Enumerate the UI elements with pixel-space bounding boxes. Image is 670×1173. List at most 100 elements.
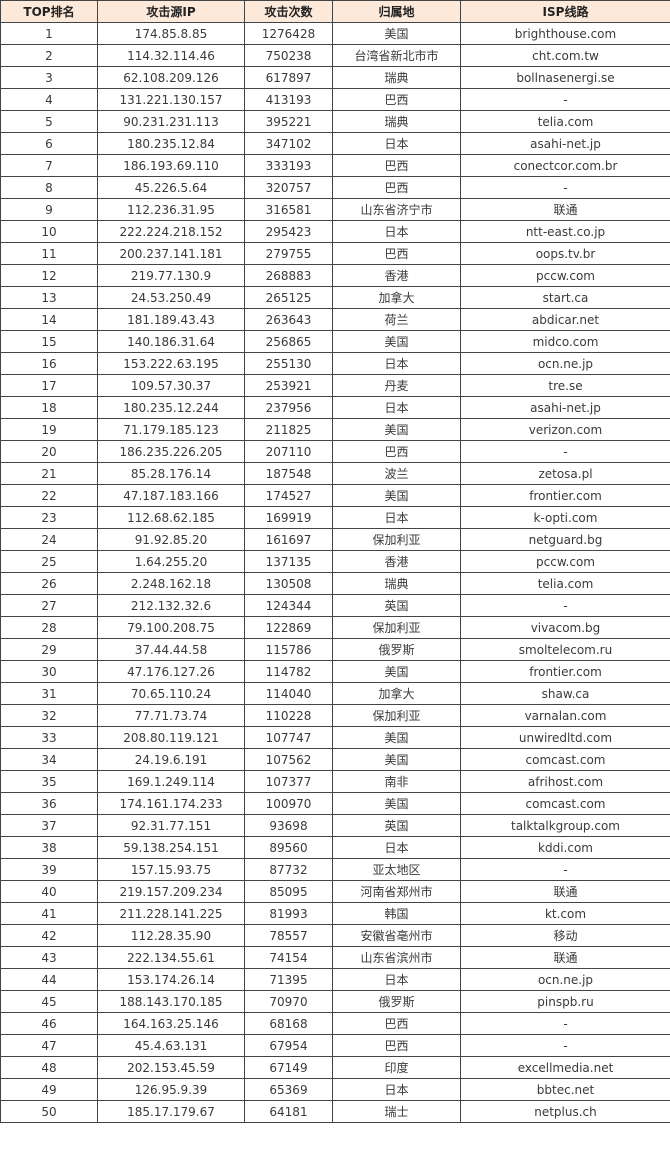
count-cell: 81993	[244, 902, 333, 925]
rank-cell: 19	[0, 418, 98, 441]
ip-cell: 200.237.141.181	[97, 242, 245, 265]
rank-cell: 50	[0, 1100, 98, 1123]
isp-cell: pinspb.ru	[460, 990, 670, 1013]
attack-source-table: TOP排名 攻击源IP 攻击次数 归属地 ISP线路 1 174.85.8.85 1…	[0, 0, 670, 1123]
isp-cell: oops.tv.br	[460, 242, 670, 265]
location-cell: 英国	[332, 594, 461, 617]
ip-cell: 219.157.209.234	[97, 880, 245, 903]
count-cell: 67954	[244, 1034, 333, 1057]
table-row: 48 202.153.45.59 67149 印度 excellmedia.net	[0, 1056, 670, 1079]
location-cell: 台湾省新北市市	[332, 44, 461, 67]
rank-cell: 36	[0, 792, 98, 815]
location-cell: 韩国	[332, 902, 461, 925]
count-cell: 333193	[244, 154, 333, 177]
isp-cell: vivacom.bg	[460, 616, 670, 639]
table-row: 20 186.235.226.205 207110 巴西 -	[0, 440, 670, 463]
isp-cell: pccw.com	[460, 550, 670, 573]
isp-cell: 联通	[460, 198, 670, 221]
isp-cell: netplus.ch	[460, 1100, 670, 1123]
ip-cell: 153.174.26.14	[97, 968, 245, 991]
ip-cell: 90.231.231.113	[97, 110, 245, 133]
table-row: 49 126.95.9.39 65369 日本 bbtec.net	[0, 1078, 670, 1101]
ip-cell: 92.31.77.151	[97, 814, 245, 837]
ip-cell: 208.80.119.121	[97, 726, 245, 749]
count-cell: 207110	[244, 440, 333, 463]
location-cell: 巴西	[332, 1012, 461, 1035]
rank-cell: 35	[0, 770, 98, 793]
table-row: 30 47.176.127.26 114782 美国 frontier.com	[0, 660, 670, 683]
table-row: 18 180.235.12.244 237956 日本 asahi-net.jp	[0, 396, 670, 419]
rank-cell: 26	[0, 572, 98, 595]
count-cell: 107562	[244, 748, 333, 771]
count-cell: 115786	[244, 638, 333, 661]
rank-cell: 43	[0, 946, 98, 969]
count-cell: 347102	[244, 132, 333, 155]
table-row: 26 2.248.162.18 130508 瑞典 telia.com	[0, 572, 670, 595]
isp-cell: -	[460, 594, 670, 617]
isp-cell: comcast.com	[460, 748, 670, 771]
isp-cell: -	[460, 176, 670, 199]
isp-cell: smoltelecom.ru	[460, 638, 670, 661]
location-cell: 日本	[332, 968, 461, 991]
isp-cell: tre.se	[460, 374, 670, 397]
location-cell: 日本	[332, 396, 461, 419]
location-cell: 波兰	[332, 462, 461, 485]
count-cell: 279755	[244, 242, 333, 265]
count-cell: 124344	[244, 594, 333, 617]
table-row: 15 140.186.31.64 256865 美国 midco.com	[0, 330, 670, 353]
table-row: 11 200.237.141.181 279755 巴西 oops.tv.br	[0, 242, 670, 265]
ip-cell: 79.100.208.75	[97, 616, 245, 639]
ip-cell: 126.95.9.39	[97, 1078, 245, 1101]
ip-cell: 131.221.130.157	[97, 88, 245, 111]
ip-cell: 202.153.45.59	[97, 1056, 245, 1079]
ip-cell: 219.77.130.9	[97, 264, 245, 287]
location-cell: 日本	[332, 506, 461, 529]
location-cell: 美国	[332, 22, 461, 45]
rank-cell: 13	[0, 286, 98, 309]
ip-cell: 222.134.55.61	[97, 946, 245, 969]
rank-cell: 25	[0, 550, 98, 573]
table-row: 2 114.32.114.46 750238 台湾省新北市市 cht.com.tw	[0, 44, 670, 67]
isp-cell: excellmedia.net	[460, 1056, 670, 1079]
isp-cell: ocn.ne.jp	[460, 352, 670, 375]
rank-cell: 16	[0, 352, 98, 375]
isp-cell: abdicar.net	[460, 308, 670, 331]
ip-cell: 112.236.31.95	[97, 198, 245, 221]
rank-cell: 1	[0, 22, 98, 45]
count-cell: 110228	[244, 704, 333, 727]
isp-cell: 联通	[460, 880, 670, 903]
location-cell: 瑞典	[332, 572, 461, 595]
isp-cell: asahi-net.jp	[460, 132, 670, 155]
count-cell: 107377	[244, 770, 333, 793]
rank-cell: 45	[0, 990, 98, 1013]
ip-cell: 140.186.31.64	[97, 330, 245, 353]
ip-cell: 45.226.5.64	[97, 176, 245, 199]
location-cell: 巴西	[332, 176, 461, 199]
table-row: 22 47.187.183.166 174527 美国 frontier.com	[0, 484, 670, 507]
rank-cell: 23	[0, 506, 98, 529]
location-cell: 安徽省亳州市	[332, 924, 461, 947]
rank-cell: 15	[0, 330, 98, 353]
rank-cell: 47	[0, 1034, 98, 1057]
ip-cell: 185.17.179.67	[97, 1100, 245, 1123]
rank-cell: 37	[0, 814, 98, 837]
location-cell: 美国	[332, 748, 461, 771]
location-cell: 山东省济宁市	[332, 198, 461, 221]
isp-cell: -	[460, 1012, 670, 1035]
table-row: 16 153.222.63.195 255130 日本 ocn.ne.jp	[0, 352, 670, 375]
rank-cell: 33	[0, 726, 98, 749]
count-cell: 78557	[244, 924, 333, 947]
ip-cell: 71.179.185.123	[97, 418, 245, 441]
count-cell: 187548	[244, 462, 333, 485]
location-cell: 美国	[332, 726, 461, 749]
table-row: 37 92.31.77.151 93698 英国 talktalkgroup.com	[0, 814, 670, 837]
header-count: 攻击次数	[244, 0, 333, 23]
isp-cell: telia.com	[460, 110, 670, 133]
count-cell: 174527	[244, 484, 333, 507]
location-cell: 日本	[332, 1078, 461, 1101]
isp-cell: kddi.com	[460, 836, 670, 859]
count-cell: 268883	[244, 264, 333, 287]
ip-cell: 222.224.218.152	[97, 220, 245, 243]
rank-cell: 28	[0, 616, 98, 639]
isp-cell: bollnasenergi.se	[460, 66, 670, 89]
